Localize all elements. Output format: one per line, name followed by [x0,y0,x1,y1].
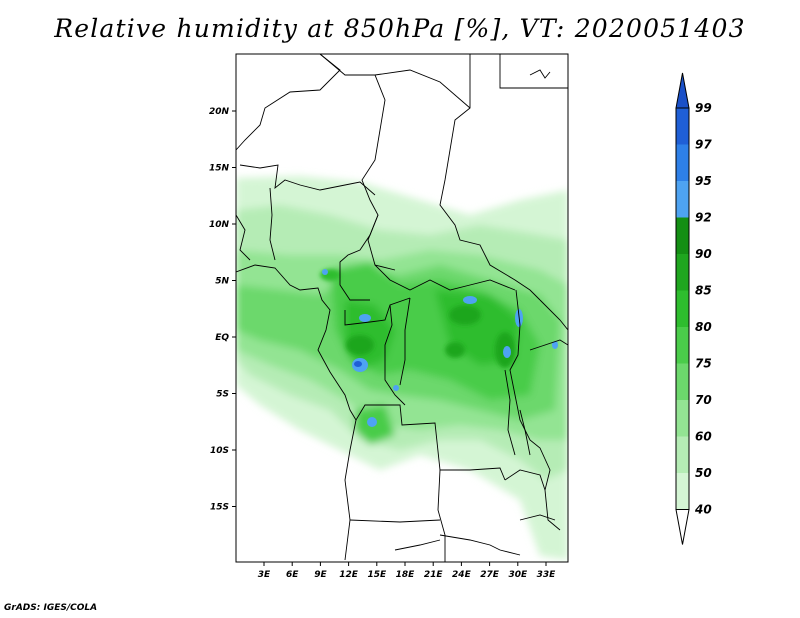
lat-tick-label: 15S [210,503,229,513]
colorbar-label: 40 [694,503,712,517]
lat-tick-label: 10N [209,220,230,230]
lon-tick-label: 30E [508,570,528,580]
lon-tick-label: 3E [258,570,271,580]
colorbar-label: 95 [695,174,712,188]
colorbar-swatch [676,400,689,437]
footer-credit: GrADS: IGES/COLA [4,603,98,613]
lon-tick-label: 24E [452,570,472,580]
colorbar-swatch [676,144,689,181]
colorbar-swatch [676,363,689,400]
colorbar-swatch [676,108,689,145]
colorbar: 99 97 95 92 90 85 80 75 70 60 50 40 [675,72,712,545]
colorbar-swatch [676,181,689,218]
colorbar-label: 85 [695,284,712,298]
colorbar-label: 92 [695,211,712,225]
colorbar-label: 80 [695,320,712,334]
colorbar-swatch [676,254,689,291]
lat-tick-label: 15N [209,164,230,174]
colorbar-label: 99 [695,101,712,115]
colorbar-swatch [676,327,689,364]
lon-tick-label: 15E [367,570,387,580]
colorbar-swatch [676,473,689,510]
humidity-field [236,54,568,562]
colorbar-label: 70 [695,393,712,407]
colorbar-label: 60 [695,430,712,444]
longitude-ticks: 3E 6E 9E 12E 15E 18E 21E 24E 27E 30E 33E [258,562,556,580]
lon-tick-label: 12E [339,570,359,580]
colorbar-label: 50 [695,466,712,480]
lon-tick-label: 21E [424,570,444,580]
lon-tick-label: 33E [537,570,557,580]
colorbar-label: 75 [695,357,712,371]
lat-tick-label: EQ [215,333,229,343]
colorbar-top-triangle [675,72,690,109]
lon-tick-label: 18E [396,570,416,580]
lat-tick-label: 5S [216,390,229,400]
map-title: Relative humidity at 850hPa [%], VT: 202… [54,14,746,43]
map-frame [235,53,569,563]
colorbar-swatch [676,436,689,473]
colorbar-label: 97 [695,138,712,152]
lat-tick-label: 5N [215,277,229,287]
lat-tick-label: 10S [210,446,229,456]
lon-tick-label: 27E [480,570,500,580]
latitude-ticks: 20N 15N 10N 5N EQ 5S 10S 15S [209,107,236,513]
country-borders [236,54,568,562]
lon-tick-label: 9E [314,570,327,580]
lon-tick-label: 6E [286,570,299,580]
colorbar-swatch [676,217,689,254]
lat-tick-label: 20N [209,107,230,117]
colorbar-bottom-triangle [675,509,690,545]
colorbar-swatch [676,290,689,327]
colorbar-label: 90 [695,247,712,261]
